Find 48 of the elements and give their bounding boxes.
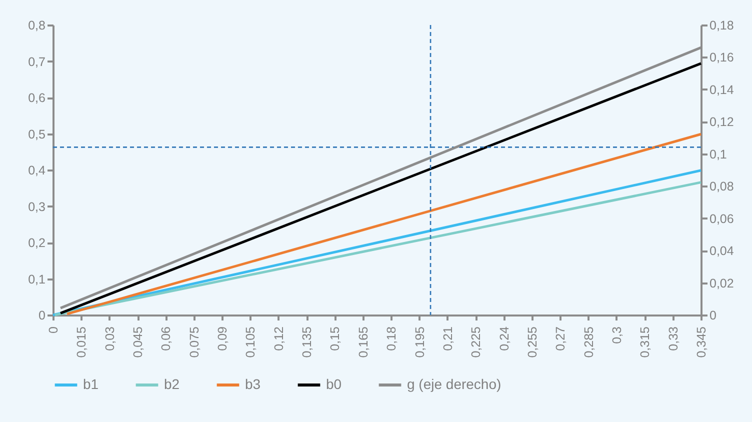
x-tick-label: 0,285 — [582, 326, 596, 358]
x-tick-label: 0,15 — [328, 326, 342, 351]
x-tick-label: 0,345 — [694, 326, 708, 358]
legend-label: b2 — [164, 376, 180, 392]
y-tick-label: 0,2 — [28, 236, 46, 250]
y2-tick-label: 0,06 — [710, 212, 734, 226]
y2-tick-label: 0,1 — [710, 147, 727, 162]
x-tick-label: 0,12 — [272, 326, 286, 351]
y2-tick-label: 0,12 — [710, 115, 734, 130]
x-tick-label: 0,225 — [469, 326, 484, 358]
y2-tick-label: 0,18 — [710, 18, 734, 32]
y-tick-label: 0,8 — [28, 18, 46, 32]
x-tick-label: 0,075 — [187, 326, 202, 358]
y2-tick-label: 0,16 — [710, 50, 734, 65]
x-tick-label: 0,27 — [554, 326, 568, 351]
x-tick-label: 0,09 — [216, 326, 230, 351]
x-tick-label: 0,195 — [412, 326, 427, 358]
x-tick-label: 0,315 — [638, 326, 652, 358]
y-tick-label: 0,6 — [28, 91, 46, 105]
y2-tick-label: 0,14 — [710, 82, 734, 97]
x-tick-label: 0,105 — [244, 326, 258, 358]
y-tick-label: 0,3 — [28, 200, 46, 214]
x-tick-label: 0,03 — [102, 326, 117, 351]
y-tick-label: 0,5 — [28, 127, 46, 142]
x-tick-label: 0 — [46, 326, 60, 334]
x-tick-label: 0,33 — [666, 326, 680, 351]
legend-label: b0 — [326, 376, 342, 392]
legend-label: b3 — [245, 376, 261, 392]
y-tick-label: 0 — [38, 308, 46, 322]
legend-label: b1 — [83, 376, 99, 392]
x-tick-label: 0,165 — [356, 326, 370, 358]
x-tick-label: 0,21 — [440, 326, 455, 351]
x-tick-label: 0,18 — [384, 326, 399, 351]
x-tick-label: 0,045 — [131, 326, 146, 358]
x-tick-label: 0,015 — [74, 326, 89, 358]
x-tick-label: 0,24 — [497, 326, 512, 351]
x-tick-label: 0,255 — [525, 326, 540, 358]
x-tick-label: 0,3 — [610, 326, 624, 344]
x-tick-label: 0,06 — [159, 326, 174, 351]
y-tick-label: 0,1 — [28, 272, 46, 286]
y2-tick-label: 0 — [710, 308, 716, 322]
legend-label: g (eje derecho) — [407, 376, 502, 392]
y-tick-label: 0,7 — [28, 54, 46, 69]
y2-tick-label: 0,08 — [710, 180, 734, 194]
x-tick-label: 0,135 — [300, 326, 314, 358]
y-tick-label: 0,4 — [28, 164, 46, 178]
y2-tick-label: 0,02 — [710, 276, 734, 290]
y2-tick-label: 0,04 — [710, 244, 734, 258]
